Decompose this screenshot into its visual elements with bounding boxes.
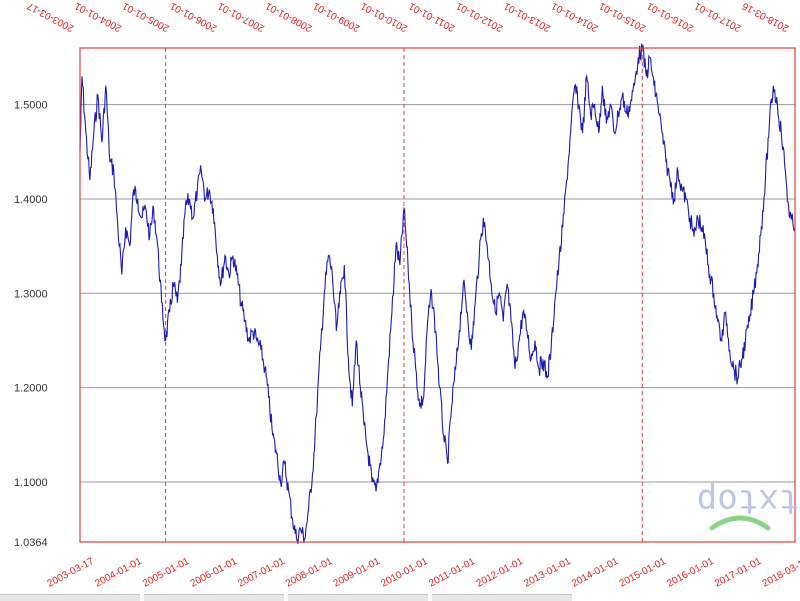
- watermark-arc-icon: [709, 515, 771, 531]
- x-tick-label-top: 2011-01-01: [407, 0, 457, 33]
- watermark-text: txtop: [697, 481, 799, 521]
- x-tick-label-bottom: 2005-01-01: [141, 556, 192, 590]
- grid: [80, 104, 795, 483]
- x-tick-label-top: 2017-01-01: [692, 0, 743, 34]
- x-tick-label-top: 2012-01-01: [454, 0, 505, 34]
- x-tick-label-bottom: 2018-03-16: [761, 556, 800, 590]
- x-tick-label-bottom: 2012-01-01: [475, 556, 526, 590]
- y-axis-ticks: 1.0364 1.1000 1.2000 1.3000 1.4000 1.5000: [14, 100, 48, 549]
- series-line: [79, 43, 796, 544]
- x-tick-label-bottom: 2004-01-01: [93, 556, 144, 590]
- y-tick-label: 1.0364: [14, 537, 48, 549]
- x-tick-label-top: 2007-01-01: [216, 0, 267, 34]
- x-tick-label-bottom: 2015-01-01: [618, 556, 669, 590]
- x-tick-label-top: 2008-01-01: [263, 0, 314, 34]
- series-layer: [79, 43, 796, 544]
- y-tick-label: 1.1000: [14, 477, 48, 489]
- x-tick-label-bottom: 2017-01-01: [713, 556, 764, 590]
- y-tick-label: 1.5000: [14, 100, 48, 112]
- plot-frame: [79, 47, 796, 543]
- x-tick-label-top: 2018-03-16: [740, 0, 791, 34]
- x-axis-ticks-bottom: 2003-03-172004-01-012005-01-012006-01-01…: [46, 556, 800, 590]
- toolbar-tab-2[interactable]: [144, 594, 284, 601]
- x-tick-label-top: 2004-01-01: [73, 0, 124, 34]
- x-tick-label-top: 2005-01-01: [120, 0, 171, 34]
- plot-background: [80, 48, 795, 542]
- x-tick-label-bottom: 2013-01-01: [522, 556, 573, 590]
- y-tick-label: 1.4000: [14, 194, 48, 206]
- toolbar-tab-4[interactable]: [432, 594, 572, 601]
- x-tick-label-top: 2003-03-17: [25, 0, 76, 34]
- y-tick-label: 1.2000: [14, 383, 48, 395]
- x-tick-label-bottom: 2007-01-01: [236, 556, 287, 590]
- x-tick-label-top: 2013-01-01: [502, 0, 553, 34]
- toolbar-tab-1[interactable]: [0, 594, 140, 601]
- y-tick-label: 1.3000: [14, 288, 48, 300]
- watermark-logo: txtop: [697, 481, 799, 531]
- x-tick-label-bottom: 2003-03-17: [46, 556, 97, 590]
- x-tick-label-bottom: 2011-01-01: [427, 556, 477, 590]
- x-tick-label-bottom: 2014-01-01: [570, 556, 621, 590]
- x-tick-label-bottom: 2016-01-01: [665, 556, 716, 590]
- x-tick-label-top: 2009-01-01: [311, 0, 362, 34]
- toolbar-tab-3[interactable]: [288, 594, 428, 601]
- x-tick-label-bottom: 2006-01-01: [189, 556, 240, 590]
- x-tick-label-top: 2015-01-01: [597, 0, 648, 34]
- x-tick-label-bottom: 2010-01-01: [379, 556, 430, 590]
- x-tick-label-top: 2014-01-01: [549, 0, 600, 34]
- x-tick-label-top: 2006-01-01: [168, 0, 219, 34]
- x-tick-label-top: 2016-01-01: [645, 0, 696, 34]
- x-axis-ticks-top: 2003-03-172004-01-012005-01-012006-01-01…: [25, 0, 791, 34]
- x-tick-label-bottom: 2008-01-01: [284, 556, 335, 590]
- x-tick-label-top: 2010-01-01: [359, 0, 410, 34]
- bottom-toolbar: [0, 594, 800, 601]
- x-tick-label-bottom: 2009-01-01: [332, 556, 383, 590]
- year-boundaries: [165, 48, 643, 542]
